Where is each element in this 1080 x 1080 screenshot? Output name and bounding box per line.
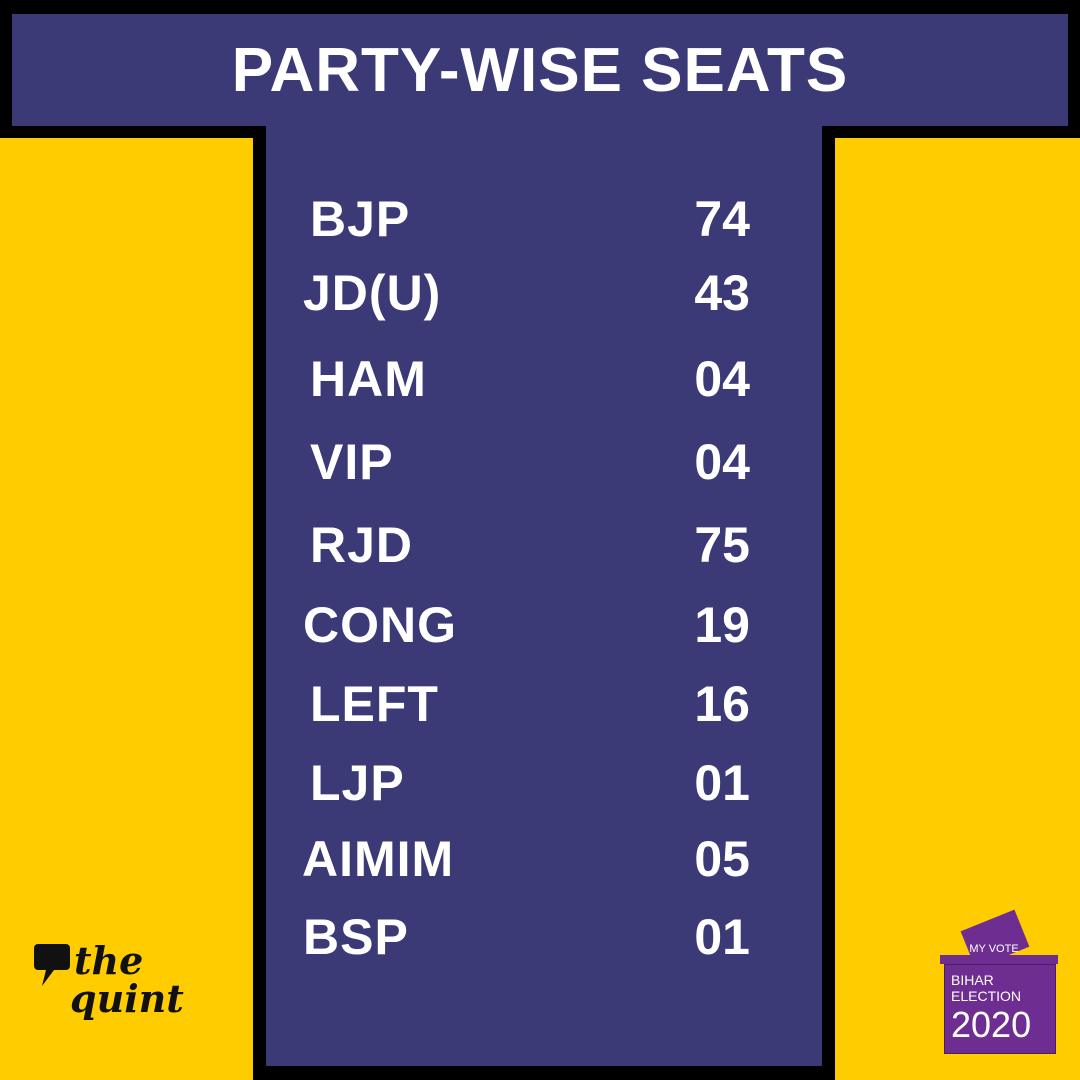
party-row: HAM 04 (266, 344, 822, 414)
party-row: RJD 75 (266, 510, 822, 580)
party-seats: 01 (694, 755, 750, 811)
party-name: BSP (303, 909, 409, 965)
party-seats: 04 (694, 351, 750, 407)
bihar-election-badge: MY VOTE BIHAR ELECTION 2020 (936, 905, 1062, 1055)
party-row: LEFT 16 (266, 669, 822, 739)
party-name: AIMIM (302, 831, 455, 887)
badge-line-bihar: BIHAR (951, 972, 994, 988)
logo-word-quint: quint (70, 976, 184, 1021)
page-title: PARTY-WISE SEATS (231, 35, 849, 105)
party-seats: 05 (694, 831, 750, 887)
logo-word-the: the (74, 938, 144, 983)
party-seats: 16 (694, 676, 750, 732)
party-name: LJP (310, 755, 405, 811)
party-seats: 01 (694, 909, 750, 965)
badge-my-vote: MY VOTE (969, 943, 1019, 955)
party-name: VIP (310, 434, 394, 490)
party-seats: 75 (694, 517, 750, 573)
party-name: BJP (310, 191, 411, 247)
party-name: HAM (310, 351, 427, 407)
ballot-box-lid (940, 955, 1058, 964)
party-name: RJD (310, 517, 414, 573)
badge-line-election: ELECTION (951, 988, 1022, 1004)
party-name: CONG (303, 597, 457, 653)
party-name: LEFT (310, 676, 439, 732)
seats-panel: BJP 74 JD(U) 43 HAM 04 VIP 04 RJD 75 CON… (266, 126, 822, 1066)
party-row: BJP 74 (266, 184, 822, 254)
party-seats: 43 (694, 265, 750, 321)
party-row: VIP 04 (266, 427, 822, 497)
badge-year: 2020 (951, 1004, 1032, 1045)
party-row: AIMIM 05 (266, 824, 822, 894)
quint-logo: the quint (32, 938, 192, 1038)
title-banner: PARTY-WISE SEATS (12, 14, 1068, 126)
ballot-box-icon: BIHAR ELECTION 2020 (944, 964, 1056, 1054)
party-seats: 04 (694, 434, 750, 490)
left-yellow-panel (0, 138, 253, 1080)
party-row: BSP 01 (266, 902, 822, 972)
top-border (0, 0, 1080, 6)
party-row: CONG 19 (266, 590, 822, 660)
right-yellow-panel (835, 138, 1080, 1080)
party-row: JD(U) 43 (266, 258, 822, 328)
party-name: JD(U) (303, 265, 442, 321)
party-seats: 74 (694, 191, 750, 247)
party-seats: 19 (694, 597, 750, 653)
party-row: LJP 01 (266, 748, 822, 818)
